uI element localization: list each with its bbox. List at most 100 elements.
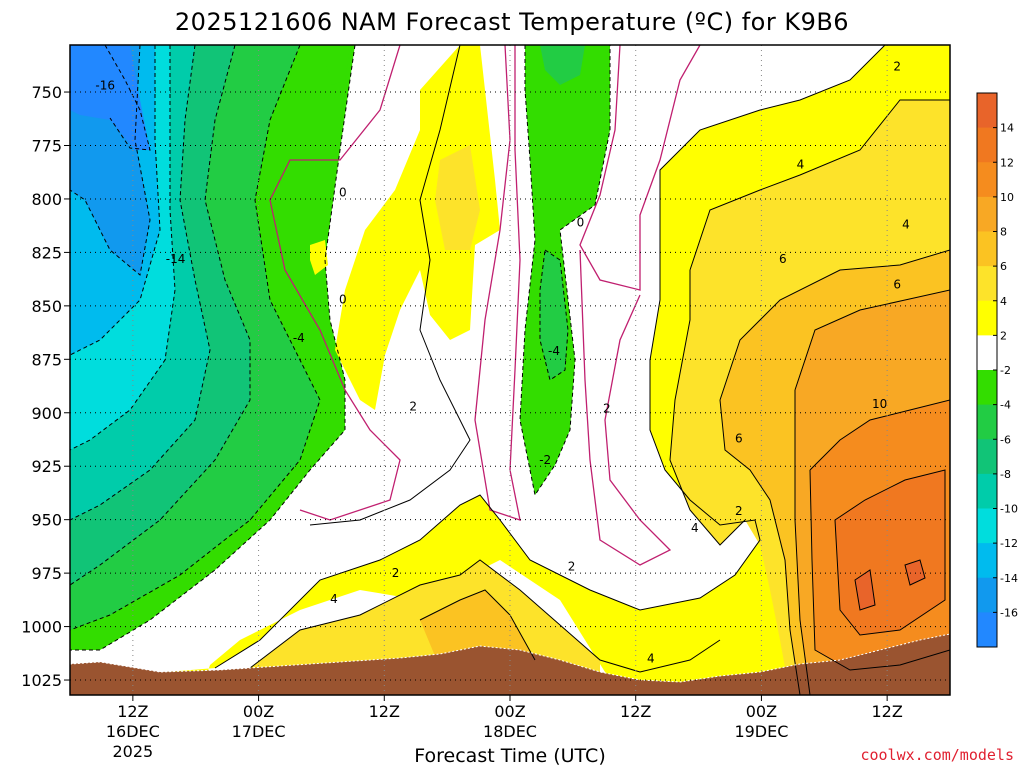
contour-label: 4 bbox=[797, 158, 805, 172]
contour-label: 0 bbox=[339, 292, 347, 306]
contour-label: -14 bbox=[166, 252, 186, 266]
colorbar-swatch bbox=[977, 508, 997, 544]
colorbar-label: -16 bbox=[1000, 606, 1018, 619]
colorbar-label: 14 bbox=[1000, 122, 1014, 135]
contour-minus-6 bbox=[70, 45, 251, 586]
contour-plus-2-lower bbox=[214, 45, 886, 669]
colorbar-label: -6 bbox=[1000, 433, 1011, 446]
contour-plus-10-lower bbox=[809, 469, 950, 671]
grid-lines bbox=[70, 45, 950, 695]
contour-plus-6-lower bbox=[719, 399, 801, 695]
colorbar-label: 12 bbox=[1000, 156, 1014, 169]
contour-plus-10 bbox=[809, 399, 950, 471]
field-region-warm-blob bbox=[310, 240, 328, 275]
contour-label: -4 bbox=[293, 331, 305, 345]
y-tick-label: 825 bbox=[31, 243, 62, 262]
x-tick-day: 18DEC bbox=[483, 722, 537, 741]
contour-label: 2 bbox=[392, 566, 400, 580]
contour-label: 2 bbox=[409, 399, 417, 413]
contour-label: 2 bbox=[735, 504, 743, 518]
y-tick-label: 950 bbox=[31, 511, 62, 530]
field-region-warm-4 bbox=[435, 145, 480, 250]
x-tick-year: 2025 bbox=[112, 742, 153, 761]
colorbar-swatch bbox=[977, 162, 997, 198]
contour-zero-right bbox=[579, 45, 701, 291]
colorbar-swatch bbox=[977, 439, 997, 475]
field-region-minus-16 bbox=[70, 45, 150, 150]
colorbar-label: 8 bbox=[1000, 226, 1007, 239]
contour-label: 0 bbox=[339, 186, 347, 200]
colorbar: 14 12 10 8 6 4 2 -2 -4 -6 -8 -10 -12 -14 -16 bbox=[976, 92, 1018, 648]
contour-plus-6-blob bbox=[419, 589, 536, 661]
x-tick-hour: 00Z bbox=[243, 702, 274, 721]
contour-label: 10 bbox=[872, 397, 887, 411]
field-region-plus-14 bbox=[855, 570, 875, 610]
y-tick-label: 875 bbox=[31, 350, 62, 369]
contour-zero-mid bbox=[474, 45, 521, 521]
y-tick-label: 750 bbox=[31, 83, 62, 102]
x-tick-day: 19DEC bbox=[734, 722, 788, 741]
colorbar-label: 6 bbox=[1000, 260, 1007, 273]
contour-minus-14 bbox=[70, 45, 151, 276]
contour-label: 4 bbox=[691, 521, 699, 535]
x-tick-hour: 00Z bbox=[746, 702, 777, 721]
field-region-warm-upper bbox=[335, 45, 500, 410]
colorbar-swatch bbox=[977, 300, 997, 336]
y-tick-label: 800 bbox=[31, 190, 62, 209]
contour-plus-4-right bbox=[689, 99, 950, 271]
contour-label: 4 bbox=[902, 218, 910, 232]
contour-label: 4 bbox=[647, 652, 655, 666]
contour-label: 6 bbox=[893, 277, 901, 291]
y-tick-label: 1000 bbox=[21, 618, 62, 637]
contour-plus-4-mid bbox=[669, 270, 746, 546]
ground-surface-line bbox=[70, 633, 950, 683]
x-tick-hour: 12Z bbox=[871, 702, 902, 721]
contour-label: -16 bbox=[95, 79, 115, 93]
colorbar-label: -12 bbox=[1000, 537, 1018, 550]
contour-minus-16 bbox=[104, 45, 151, 151]
colorbar-label: 2 bbox=[1000, 329, 1007, 342]
contour-plus-4-lower bbox=[249, 559, 721, 673]
field-region-green-top bbox=[540, 45, 585, 85]
colorbar-label: -10 bbox=[1000, 503, 1018, 516]
source-credit: coolwx.com/models bbox=[860, 746, 1014, 764]
colorbar-swatch bbox=[977, 196, 997, 232]
contour-minus-4 bbox=[70, 45, 321, 631]
field-region-green-inner bbox=[540, 250, 568, 380]
contour-label: 2 bbox=[568, 560, 576, 574]
colorbar-swatch bbox=[977, 577, 997, 613]
y-tick-label: 1025 bbox=[21, 671, 62, 690]
x-tick-hour: 00Z bbox=[494, 702, 525, 721]
x-tick-day: 16DEC bbox=[106, 722, 160, 741]
colorbar-swatch bbox=[977, 335, 997, 371]
colorbar-swatch bbox=[977, 612, 997, 648]
field-region-plus-6-lower bbox=[420, 590, 535, 668]
field-region-green-small bbox=[325, 45, 350, 85]
x-tick-hour: 12Z bbox=[117, 702, 148, 721]
temperature-field bbox=[70, 45, 950, 695]
contour-plus-8 bbox=[794, 289, 950, 391]
contour-plus-8-lower bbox=[794, 390, 811, 695]
contour-minus-8 bbox=[70, 45, 211, 521]
colorbar-swatch bbox=[977, 370, 997, 406]
contour-minus-4-mid bbox=[539, 249, 569, 381]
contour-lines bbox=[70, 45, 950, 695]
colorbar-label: -4 bbox=[1000, 399, 1011, 412]
contour-label: 4 bbox=[330, 592, 338, 606]
contour-plus-12 bbox=[834, 469, 946, 636]
contour-plus-2-left bbox=[309, 45, 471, 526]
colorbar-label: -2 bbox=[1000, 364, 1011, 377]
y-tick-label: 850 bbox=[31, 297, 62, 316]
x-tick-day: 17DEC bbox=[232, 722, 286, 741]
contour-label: -4 bbox=[548, 344, 560, 358]
contour-minus-2-mid bbox=[519, 45, 611, 497]
contour-plus-14-b bbox=[904, 559, 926, 586]
colorbar-label: 10 bbox=[1000, 191, 1014, 204]
colorbar-label: 4 bbox=[1000, 295, 1007, 308]
colorbar-label: -14 bbox=[1000, 572, 1018, 585]
contour-zero-right-lower bbox=[579, 249, 672, 566]
colorbar-swatch bbox=[977, 93, 997, 129]
y-tick-label: 925 bbox=[31, 457, 62, 476]
